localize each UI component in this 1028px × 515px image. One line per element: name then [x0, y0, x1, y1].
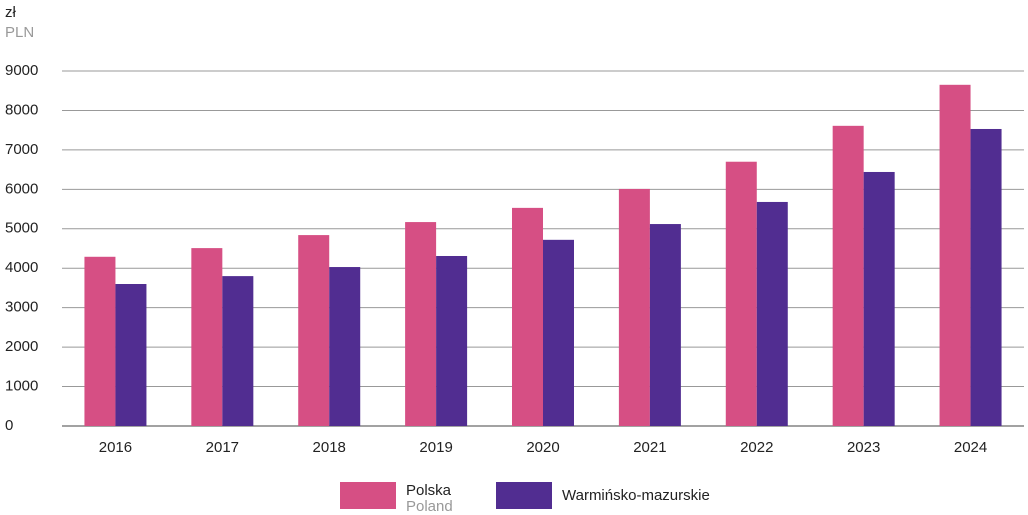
y-tick-label: 5000	[5, 220, 38, 237]
x-tick-label: 2024	[954, 439, 987, 456]
bar	[543, 239, 574, 426]
bar	[329, 267, 361, 426]
bar	[436, 255, 468, 426]
bar	[618, 188, 650, 426]
y-tick-label: 4000	[5, 259, 38, 276]
bar	[863, 171, 895, 426]
bar	[512, 207, 543, 426]
x-tick-label: 2020	[526, 439, 559, 456]
y-tick-label: 7000	[5, 141, 38, 158]
y-unit-en: PLN	[5, 24, 34, 41]
y-tick-label: 3000	[5, 299, 38, 316]
legend-swatch	[496, 482, 552, 509]
bar	[832, 125, 864, 427]
x-tick-label: 2016	[99, 439, 132, 456]
bar	[725, 161, 757, 426]
x-tick-label: 2019	[419, 439, 452, 456]
bar	[115, 284, 147, 426]
bar	[84, 256, 116, 426]
bar	[939, 84, 971, 427]
bar	[298, 235, 330, 426]
x-tick-label: 2017	[206, 439, 239, 456]
y-tick-label: 6000	[5, 180, 38, 197]
y-tick-label: 9000	[5, 62, 38, 79]
bar	[756, 201, 788, 426]
bar	[970, 128, 1002, 426]
y-tick-label: 1000	[5, 378, 38, 395]
legend-label: Polska	[406, 482, 452, 499]
x-tick-label: 2022	[740, 439, 773, 456]
y-tick-label: 0	[5, 417, 13, 434]
bar	[222, 276, 254, 426]
bar	[405, 222, 437, 426]
legend-swatch	[340, 482, 396, 509]
bar	[649, 224, 681, 426]
y-tick-label: 2000	[5, 338, 38, 355]
bar	[191, 248, 223, 426]
y-tick-label: 8000	[5, 101, 38, 118]
y-unit: zł	[5, 4, 17, 21]
x-tick-label: 2018	[313, 439, 346, 456]
legend-sublabel: Poland	[406, 498, 453, 515]
x-tick-label: 2023	[847, 439, 880, 456]
x-tick-label: 2021	[633, 439, 666, 456]
legend-label: Warmińsko-mazurskie	[562, 487, 710, 504]
